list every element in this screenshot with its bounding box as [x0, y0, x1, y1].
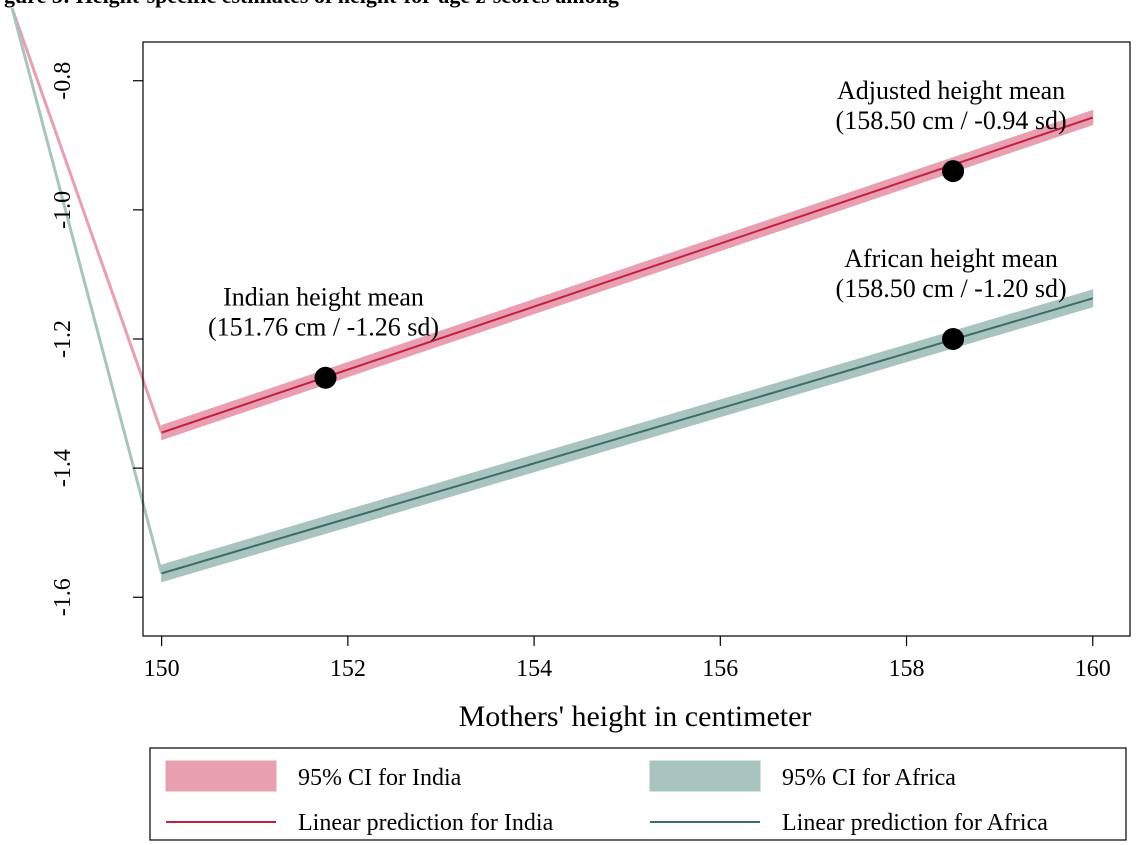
- lead-in-line-1: [10, 7, 164, 574]
- legend-line-label-0: Linear prediction for India: [298, 810, 554, 836]
- legend: 95% CI for India Linear prediction for In…: [149, 747, 1127, 841]
- y-axis: -1.6 -1.4 -1.2 -1.0 -0.8: [50, 62, 143, 616]
- lead-in-lines: [10, 7, 164, 574]
- y-tick-label: -1.6: [50, 578, 76, 616]
- x-tick-label: 160: [1075, 656, 1111, 682]
- marker-label: (158.50 cm / -0.94 sd): [836, 106, 1067, 135]
- legend-ci-label-1: 95% CI for Africa: [782, 765, 956, 791]
- annotations: Indian height mean(151.76 cm / -1.26 sd)…: [208, 76, 1067, 342]
- marker-label: (158.50 cm / -1.20 sd): [836, 274, 1067, 303]
- x-tick-label: 158: [889, 656, 925, 682]
- x-tick-label: 156: [702, 656, 738, 682]
- x-axis: 150 152 154 156 158 160: [144, 636, 1111, 682]
- x-tick-label: 152: [330, 656, 366, 682]
- chart-title: gure 3: Height-specific estimates of hei…: [4, 0, 619, 9]
- legend-ci-swatch-1: [649, 760, 761, 792]
- legend-ci-label-0: 95% CI for India: [298, 765, 462, 791]
- y-tick-label: -1.4: [50, 449, 76, 487]
- legend-box: [149, 747, 1127, 841]
- y-tick-label: -1.0: [50, 191, 76, 229]
- y-tick-label: -1.2: [50, 320, 76, 358]
- mean-marker-0: [314, 366, 337, 389]
- mean-marker-2: [942, 328, 965, 350]
- lead-in-line-0: [10, 7, 164, 434]
- title-clip: gure 3: Height-specific estimates of hei…: [0, 0, 1141, 18]
- prediction-line-1: [161, 297, 1094, 575]
- x-tick-label: 154: [516, 656, 552, 682]
- x-tick-label: 150: [144, 656, 180, 682]
- marker-label: African height mean: [844, 244, 1058, 273]
- y-tick-label: -0.8: [50, 62, 76, 100]
- marker-label: Indian height mean: [223, 283, 424, 312]
- marker-label: Adjusted height mean: [837, 76, 1065, 105]
- mean-markers: [314, 160, 965, 389]
- marker-label: (151.76 cm / -1.26 sd): [208, 313, 439, 342]
- mean-marker-1: [942, 160, 965, 183]
- x-axis-label: Mothers' height in centimeter: [459, 700, 812, 733]
- legend-ci-swatch-0: [165, 760, 277, 792]
- legend-line-label-1: Linear prediction for Africa: [782, 810, 1048, 836]
